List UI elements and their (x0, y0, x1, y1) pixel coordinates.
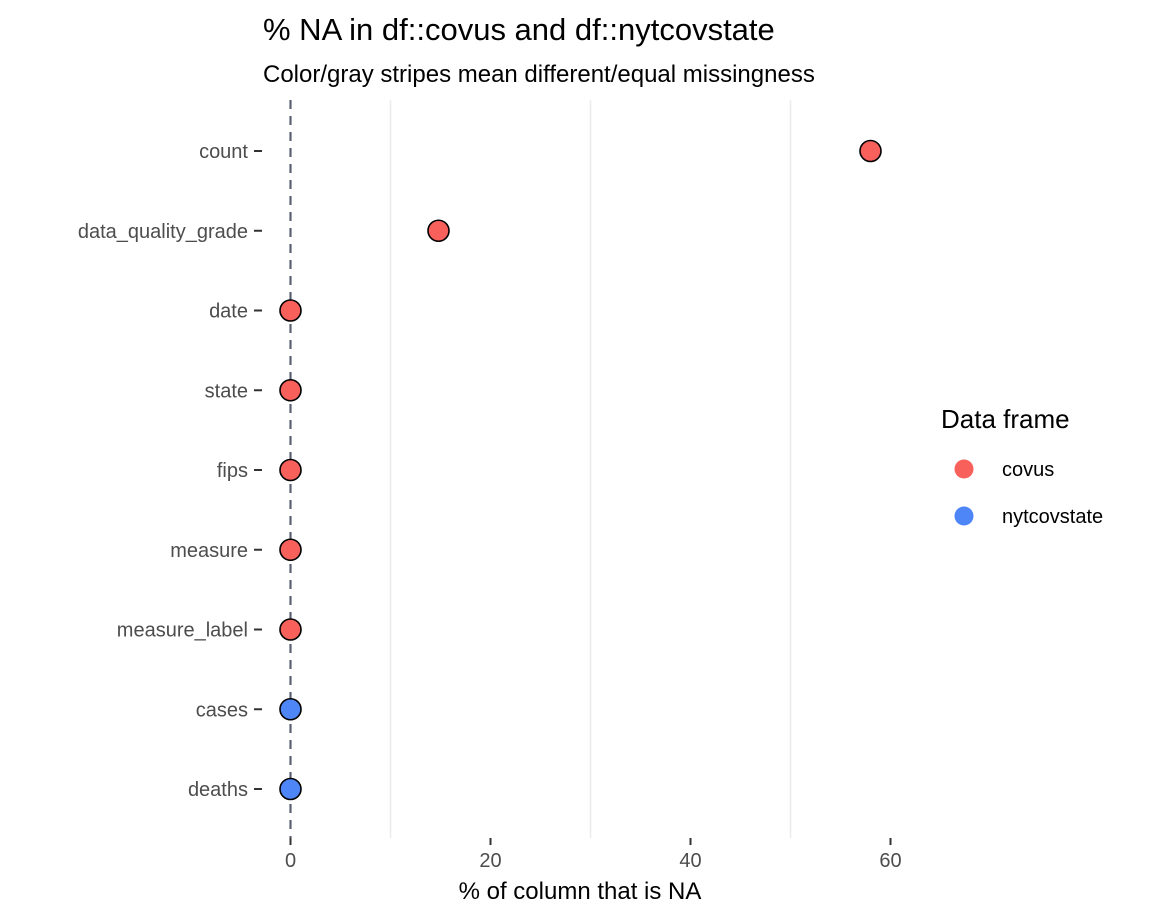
x-tick-label: 0 (285, 850, 296, 872)
y-tick-label: measure (170, 540, 248, 562)
x-axis: 0 20 40 60 (285, 838, 902, 872)
y-tick-label: date (209, 301, 248, 323)
legend-title: Data frame (941, 404, 1070, 434)
data-point-state (279, 378, 302, 402)
y-tick-label: deaths (188, 779, 248, 801)
y-tick-label: state (205, 380, 248, 402)
data-point-measure (279, 538, 302, 562)
data-point-count (859, 139, 882, 163)
data-point-measure_label (279, 618, 302, 641)
legend-label-nytcovstate: nytcovstate (1002, 506, 1103, 528)
data-points (279, 139, 882, 801)
gridlines (389, 100, 792, 838)
chart-subtitle: Color/gray stripes mean different/equal … (263, 61, 815, 88)
y-tick-label: cases (196, 699, 248, 721)
legend-label-covus: covus (1002, 459, 1054, 481)
x-axis-label: % of column that is NA (459, 878, 702, 905)
x-tick-label: 20 (479, 850, 501, 872)
legend-swatch-covus (954, 459, 974, 479)
x-tick-label: 40 (679, 850, 701, 872)
legend: Data frame covus nytcovstate (941, 404, 1103, 528)
y-tick-label: count (199, 141, 248, 163)
chart-title: % NA in df::covus and df::nytcovstate (263, 12, 775, 47)
y-tick-label: measure_label (117, 620, 248, 642)
data-point-data_quality_grade (427, 219, 450, 243)
x-tick-label: 60 (879, 850, 901, 872)
data-point-deaths (279, 777, 302, 801)
legend-swatch-nytcovstate (954, 506, 974, 526)
y-tick-label: fips (217, 460, 248, 482)
data-point-cases (279, 697, 302, 721)
y-tick-label: data_quality_grade (78, 221, 248, 243)
data-point-date (279, 299, 302, 322)
data-point-fips (279, 458, 302, 482)
